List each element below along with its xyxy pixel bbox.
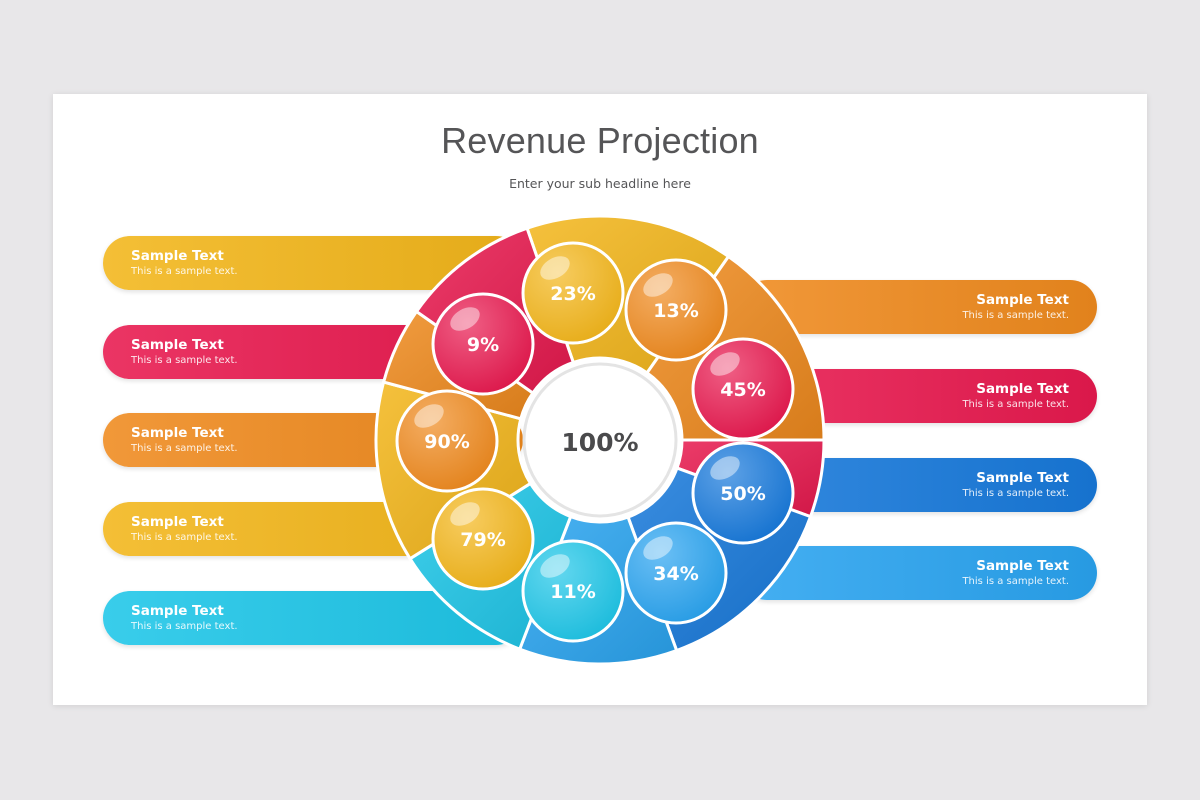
bubble-gloss — [450, 307, 480, 331]
center-value: 100% — [561, 428, 638, 457]
value-bubble: 45% — [691, 337, 795, 441]
bubble-gloss — [643, 536, 673, 560]
bubble-gloss — [414, 404, 444, 428]
left-item-heading: Sample Text — [131, 603, 224, 619]
value-bubble: 11% — [521, 539, 625, 643]
segment-value: 9% — [467, 334, 499, 356]
value-bubble: 9% — [431, 292, 535, 396]
value-bubble: 34% — [624, 521, 728, 625]
right-item-text: This is a sample text. — [962, 310, 1069, 321]
right-item-text: This is a sample text. — [962, 576, 1069, 587]
segment-value: 23% — [550, 283, 595, 305]
page-subtitle: Enter your sub headline here — [509, 176, 691, 191]
segment-value: 13% — [653, 300, 698, 322]
right-item-heading: Sample Text — [976, 292, 1069, 308]
bubble-gloss — [643, 273, 673, 297]
center-hub: 100% — [522, 362, 678, 518]
segment-value: 34% — [653, 563, 698, 585]
right-item-1: Sample Text This is a sample text. — [740, 280, 1097, 334]
page-title: Revenue Projection — [441, 120, 759, 161]
left-item-text: This is a sample text. — [131, 621, 238, 632]
left-item-text: This is a sample text. — [131, 355, 238, 366]
left-item-heading: Sample Text — [131, 248, 224, 264]
left-item-text: This is a sample text. — [131, 532, 238, 543]
value-bubble: 79% — [431, 487, 535, 591]
bubble-gloss — [710, 352, 740, 376]
left-item-heading: Sample Text — [131, 337, 224, 353]
left-item-heading: Sample Text — [131, 425, 224, 441]
right-item-heading: Sample Text — [976, 470, 1069, 486]
wheel-bubbles: 23% 13% 45% 50% 34% 11% 79% 90% 9% — [395, 241, 795, 643]
value-bubble: 90% — [395, 389, 499, 493]
left-item-1: Sample Text This is a sample text. — [103, 236, 523, 290]
right-item-heading: Sample Text — [976, 381, 1069, 397]
segment-value: 45% — [720, 379, 765, 401]
bubble-gloss — [710, 456, 740, 480]
segment-value: 90% — [424, 431, 469, 453]
left-item-text: This is a sample text. — [131, 266, 238, 277]
value-bubble: 13% — [624, 258, 728, 362]
left-item-heading: Sample Text — [131, 514, 224, 530]
value-bubble: 50% — [691, 441, 795, 545]
right-item-text: This is a sample text. — [962, 488, 1069, 499]
bubble-gloss — [540, 554, 570, 578]
right-item-heading: Sample Text — [976, 558, 1069, 574]
bubble-gloss — [540, 256, 570, 280]
right-item-text: This is a sample text. — [962, 399, 1069, 410]
segment-value: 11% — [550, 581, 595, 603]
left-item-text: This is a sample text. — [131, 443, 238, 454]
segment-value: 50% — [720, 483, 765, 505]
value-bubble: 23% — [521, 241, 625, 345]
right-item-4: Sample Text This is a sample text. — [740, 546, 1097, 600]
segment-value: 79% — [460, 529, 505, 551]
bubble-gloss — [450, 502, 480, 526]
